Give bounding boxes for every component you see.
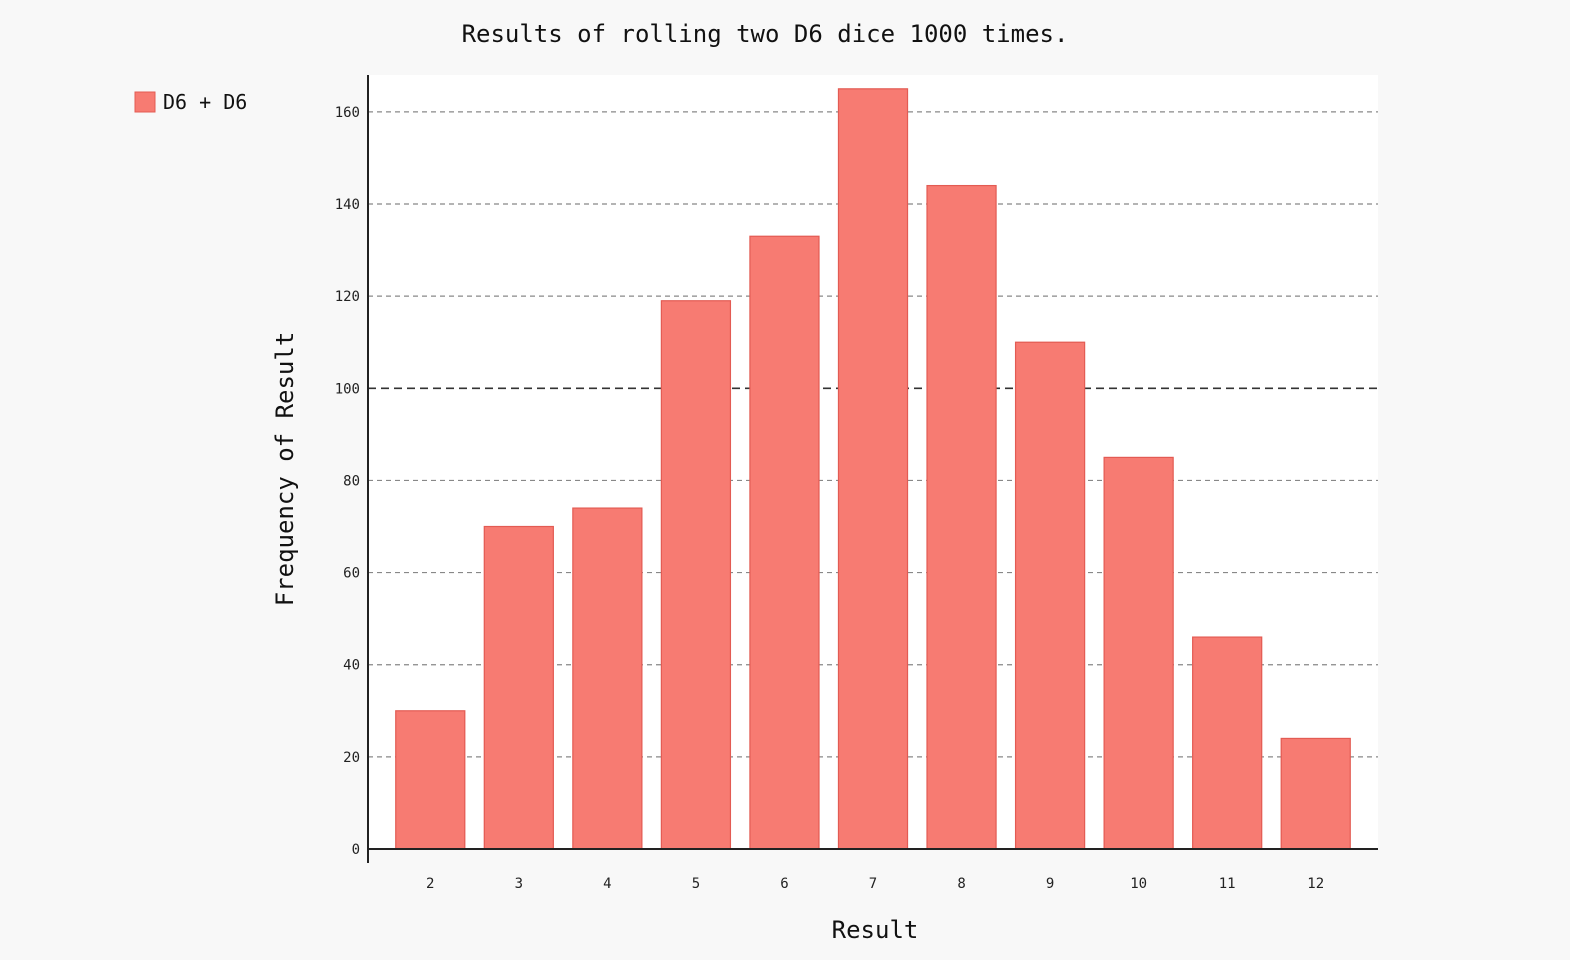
bar-4[interactable]	[572, 507, 643, 850]
x-tick-label: 9	[1046, 876, 1054, 892]
y-tick-label: 120	[335, 289, 360, 305]
bar-5[interactable]	[660, 300, 732, 850]
y-tick-label: 100	[335, 381, 360, 397]
chart-title: Results of rolling two D6 dice 1000 time…	[462, 20, 1069, 48]
y-tick-label: 20	[343, 750, 360, 766]
legend-swatch	[134, 91, 156, 113]
x-axis-title: Result	[832, 916, 919, 944]
x-tick-label: 11	[1219, 876, 1236, 892]
y-tick-label: 140	[335, 197, 360, 213]
x-tick-label: 6	[780, 876, 788, 892]
x-tick-labels: 2 3 4 5 6 7 8 9 10 11 12	[426, 876, 1324, 892]
bar-3[interactable]	[483, 525, 554, 850]
y-tick-labels: 0 20 40 60 80 100 120 140 160	[335, 105, 360, 858]
x-tick-label: 8	[957, 876, 965, 892]
x-tick-label: 12	[1307, 876, 1324, 892]
y-tick-label: 80	[343, 473, 360, 489]
bar-10[interactable]	[1103, 456, 1174, 850]
y-axis-title: Frequency of Result	[271, 332, 299, 607]
bars	[395, 88, 1351, 850]
bar-11[interactable]	[1192, 636, 1263, 850]
legend-label: D6 + D6	[163, 90, 247, 114]
bar-2[interactable]	[395, 710, 466, 850]
x-tick-label: 3	[515, 876, 523, 892]
y-tick-label: 40	[343, 658, 360, 674]
y-tick-label: 0	[352, 842, 360, 858]
bar-8[interactable]	[926, 184, 997, 850]
y-tick-label: 60	[343, 566, 360, 582]
bar-6[interactable]	[749, 235, 820, 850]
bar-12[interactable]	[1280, 737, 1351, 850]
bar-7[interactable]	[837, 88, 909, 850]
x-tick-label: 2	[426, 876, 434, 892]
x-tick-label: 10	[1130, 876, 1147, 892]
legend[interactable]: D6 + D6	[134, 90, 247, 114]
x-tick-label: 4	[603, 876, 611, 892]
x-tick-label: 5	[692, 876, 700, 892]
y-tick-label: 160	[335, 105, 360, 121]
x-tick-label: 7	[869, 876, 877, 892]
bar-9[interactable]	[1014, 341, 1086, 850]
